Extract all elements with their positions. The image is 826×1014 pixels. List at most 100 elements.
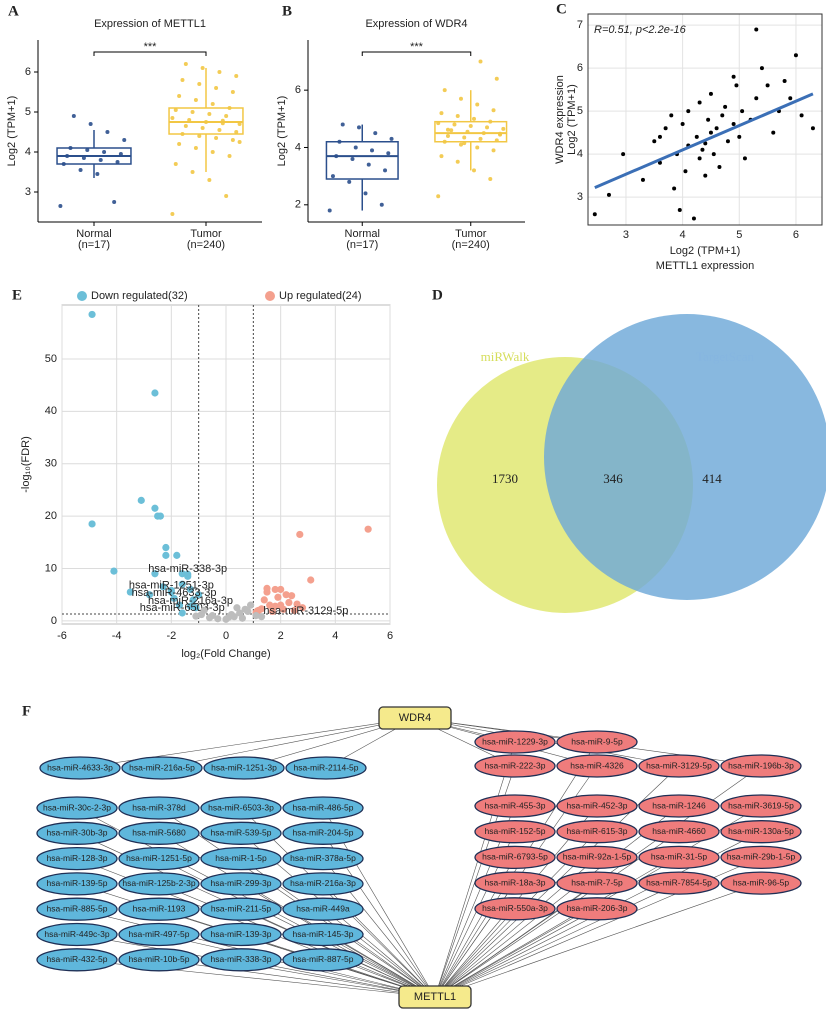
data-point [475, 102, 480, 107]
data-point [88, 310, 96, 319]
data-point [680, 122, 685, 127]
data-point [162, 543, 170, 552]
data-point [186, 585, 195, 594]
y-axis-label: Log2 (TPM+1) [276, 96, 288, 167]
data-point [334, 154, 339, 159]
data-point [442, 139, 447, 144]
data-point [366, 162, 371, 167]
mirna-node [556, 794, 638, 818]
data-point [271, 585, 279, 594]
data-point [227, 106, 232, 110]
y-axis-label: WDR4 expression [554, 75, 566, 164]
data-point [734, 83, 739, 88]
significance-bracket [361, 51, 472, 56]
data-point [173, 108, 178, 112]
mirna-label: hsa-miR-3619-5p [728, 800, 794, 810]
data-point [621, 152, 626, 157]
data-point [379, 202, 384, 207]
data-point [720, 113, 725, 118]
data-point [118, 152, 123, 156]
mirna-label: hsa-miR-18a-3p [485, 877, 546, 887]
data-point [472, 168, 477, 173]
mirna-label: hsa-miR-378a-5p [290, 853, 356, 863]
data-point [706, 117, 711, 122]
mirna-node [36, 796, 118, 820]
data-point [708, 130, 713, 135]
data-point [475, 145, 480, 150]
point-label: hsa-miR-3129-5p [263, 605, 348, 617]
mirna-label: hsa-miR-1193 [133, 903, 186, 913]
mirna-node [720, 845, 802, 870]
legend-marker [77, 291, 87, 301]
data-point [238, 614, 246, 622]
data-point [723, 104, 728, 109]
data-point [455, 159, 460, 164]
data-point [180, 78, 185, 82]
data-point [122, 138, 127, 142]
data-point [137, 496, 145, 504]
data-point [494, 138, 499, 143]
y-tick-label: 2 [295, 199, 301, 211]
data-point [445, 134, 450, 139]
data-point [207, 112, 212, 116]
network-edge [322, 908, 436, 998]
mirna-node [556, 897, 638, 921]
data-point [217, 70, 222, 74]
data-point [462, 135, 467, 140]
x-tick-label: -4 [112, 630, 122, 642]
legend-label: Up regulated(24) [279, 290, 362, 302]
data-point [298, 604, 307, 612]
data-point [210, 150, 215, 154]
data-point [383, 168, 388, 173]
network-edge [161, 717, 416, 769]
data-point [386, 151, 391, 156]
mirna-node [36, 821, 118, 845]
panel-letter: F [22, 703, 31, 719]
data-point [282, 591, 290, 599]
data-point [478, 59, 483, 64]
data-point [810, 126, 815, 131]
hub-node [398, 985, 472, 1009]
data-point [217, 128, 222, 132]
mirna-node [474, 754, 556, 778]
data-point [68, 146, 73, 150]
data-point [274, 593, 282, 601]
mirna-label: hsa-miR-139-3p [211, 929, 272, 939]
x-tick-label: 3 [623, 229, 629, 241]
data-point [237, 122, 242, 126]
mirna-label: hsa-miR-452-3p [567, 800, 628, 810]
data-point [491, 148, 496, 153]
data-point [207, 178, 212, 182]
venn-count: 414 [702, 471, 722, 486]
data-point [88, 520, 96, 528]
y-tick-label: 4 [25, 146, 31, 158]
x-tick-label: -6 [57, 630, 67, 642]
data-point [731, 74, 736, 79]
mirna-label: hsa-miR-1246 [652, 800, 706, 810]
data-point [234, 130, 239, 134]
chart-title: Expression of METTL1 [94, 18, 206, 30]
data-point [173, 551, 181, 559]
data-point [353, 145, 358, 150]
network-edge [434, 882, 762, 998]
network-edge [434, 805, 680, 998]
x-tick-label: 6 [387, 630, 393, 642]
data-point [210, 102, 215, 106]
data-point [247, 601, 255, 609]
data-point [782, 79, 787, 84]
data-point [754, 96, 759, 101]
mirna-label: hsa-miR-130a-5p [728, 826, 794, 836]
data-point [439, 154, 444, 159]
mirna-node [720, 871, 802, 895]
data-point [244, 607, 252, 616]
data-point [717, 164, 722, 169]
data-point [370, 148, 375, 153]
data-point [197, 82, 202, 86]
mirna-label: hsa-miR-96-5p [733, 877, 789, 887]
data-point [488, 119, 493, 124]
data-point [180, 132, 185, 136]
mirna-node [121, 756, 203, 780]
y-axis-label: Log2 (TPM+1) [566, 84, 578, 155]
venn-overlap: 346 [603, 471, 623, 486]
